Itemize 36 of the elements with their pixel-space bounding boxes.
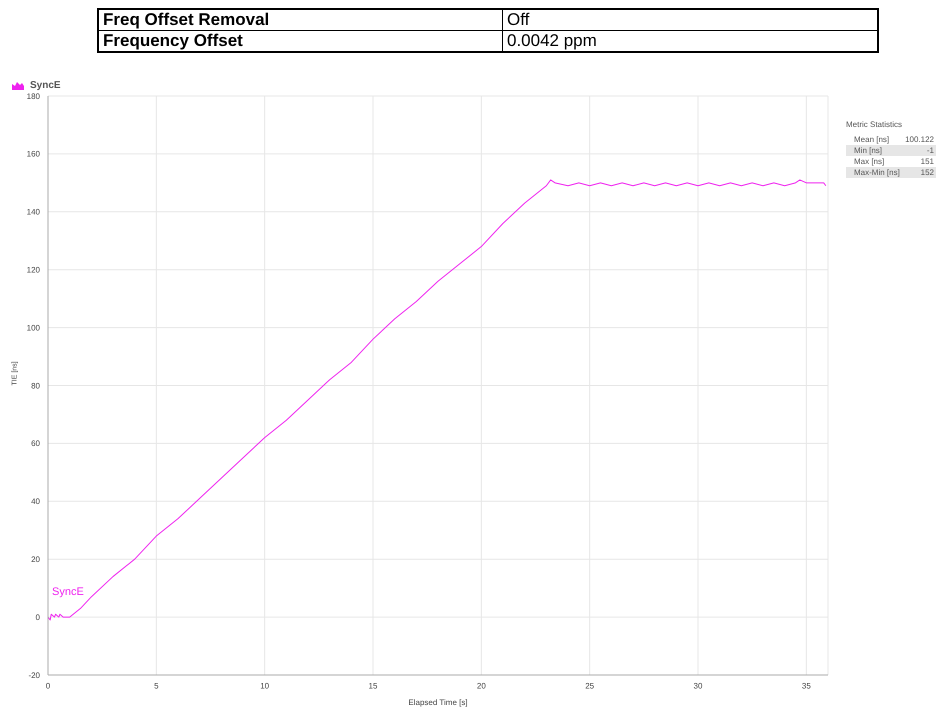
text: Max [ns] — [854, 157, 884, 166]
y-tick-label: 100 — [26, 323, 41, 332]
text: Metric Statistics — [846, 120, 904, 129]
text: Max-Min [ns] — [854, 168, 900, 177]
x-tick-label: 0 — [46, 682, 51, 691]
text: 152 — [920, 168, 934, 177]
y-tick-label: 60 — [31, 439, 41, 448]
y-tick-label: 140 — [26, 208, 41, 217]
x-tick-label: 10 — [260, 682, 270, 691]
x-tick-label: 15 — [368, 682, 378, 691]
text: 100.122 — [905, 135, 934, 144]
x-tick-label: 25 — [585, 682, 595, 691]
y-tick-label: -20 — [28, 670, 41, 680]
y-tick-label: 160 — [26, 150, 41, 159]
y-tick-label: 180 — [26, 92, 41, 101]
legend-label: SyncE — [29, 80, 61, 91]
x-axis-title: Elapsed Time [s] — [408, 698, 468, 707]
x-tick-label: 5 — [154, 682, 160, 691]
x-tick-label: 35 — [802, 682, 812, 691]
text: 0.0042 ppm — [502, 30, 878, 52]
x-tick-label: 30 — [694, 682, 703, 691]
y-tick-label: 20 — [31, 555, 41, 564]
text: -1 — [926, 146, 934, 155]
y-tick-label: 40 — [31, 497, 41, 506]
text: Min [ns] — [854, 146, 882, 155]
x-tick-label: 20 — [476, 682, 486, 691]
text: Mean [ns] — [854, 135, 890, 144]
y-tick-label: 0 — [36, 612, 41, 622]
text: Off — [502, 9, 878, 30]
text: 151 — [920, 157, 934, 166]
y-tick-label: 80 — [31, 381, 41, 390]
text: Frequency Offset — [98, 30, 502, 52]
line-series — [48, 179, 826, 620]
text: Freq Offset Removal — [98, 9, 502, 30]
text: SyncE — [52, 586, 84, 598]
y-tick-label: 120 — [26, 266, 41, 275]
